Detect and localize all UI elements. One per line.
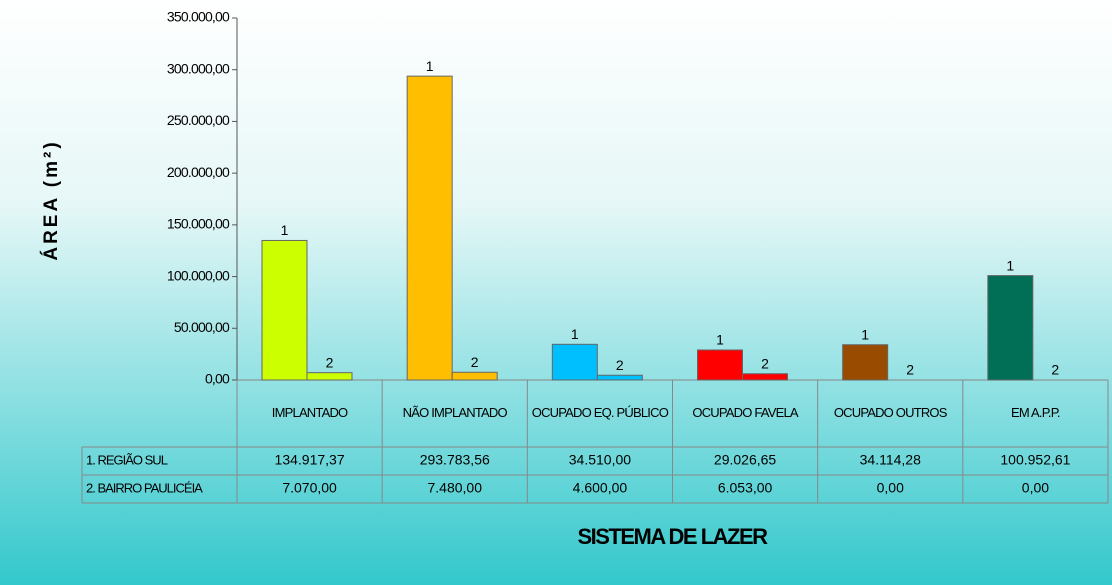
legend-label: 1. REGIÃO SUL — [86, 452, 168, 467]
bar — [306, 372, 353, 381]
table-value: 34.114,28 — [860, 452, 921, 468]
x-tick-label-box: NÃO IMPLANTADO — [402, 405, 508, 421]
x-tick-label: OCUPADO OUTROS — [833, 405, 948, 421]
bar-series-label: 2 — [906, 362, 914, 378]
y-tick-label: 250.000,00 — [167, 112, 230, 128]
bar-series-label: 1 — [861, 326, 869, 342]
bar-series-label: 1 — [281, 222, 289, 238]
x-tick-label: EM A.P.P. — [1011, 405, 1061, 421]
table-value: 293.783,56 — [420, 452, 490, 468]
x-tick-label: OCUPADO FAVELA — [692, 405, 798, 421]
bar — [697, 349, 743, 381]
table-value: 134.917,37 — [275, 452, 345, 468]
x-tick-label: IMPLANTADO — [271, 405, 348, 421]
bar-series-label: 1 — [1006, 257, 1014, 273]
bar — [406, 75, 453, 381]
table-value: 4.600,00 — [573, 480, 628, 496]
y-tick-label: 0,00 — [205, 371, 230, 387]
table-value: 0,00 — [1022, 480, 1049, 496]
y-tick-label: 50.000,00 — [174, 319, 230, 335]
bar — [551, 343, 598, 381]
x-tick-label-box: IMPLANTADO — [271, 405, 348, 421]
bar-series-label: 2 — [326, 354, 334, 370]
bar-series-label: 2 — [761, 355, 769, 371]
table-value: 100.952,61 — [1000, 452, 1070, 468]
y-tick-label: 200.000,00 — [167, 164, 230, 180]
y-tick-label: 300.000,00 — [167, 60, 230, 76]
legend-label: 2. BAIRRO PAULICÉIA — [86, 480, 203, 495]
x-tick-label-box: OCUPADO FAVELA — [692, 405, 798, 421]
y-tick-label: 350.000,00 — [167, 9, 230, 25]
table-value: 34.510,00 — [569, 452, 631, 468]
bar-series-label: 1 — [716, 332, 724, 348]
bar-series-label: 2 — [616, 357, 624, 373]
x-axis-label: SISTEMA DE LAZER — [577, 524, 768, 549]
bar-series-label: 1 — [426, 58, 434, 74]
bar-series-label: 1 — [571, 326, 579, 342]
table-value: 7.480,00 — [428, 480, 483, 496]
table-value: 29.026,65 — [714, 452, 776, 468]
bar — [596, 374, 643, 381]
bar — [987, 275, 1034, 381]
bar — [261, 239, 308, 381]
x-tick-label: OCUPADO EQ. PÚBLICO — [531, 405, 669, 421]
y-axis-label: ÁREA (m²) — [40, 139, 62, 260]
x-tick-label-box: OCUPADO OUTROS — [833, 405, 948, 421]
bar — [451, 371, 498, 381]
table-value: 7.070,00 — [282, 480, 337, 496]
x-tick-label-box: EM A.P.P. — [1011, 405, 1061, 421]
table-value: 6.053,00 — [718, 480, 773, 496]
x-tick-label: NÃO IMPLANTADO — [402, 405, 508, 421]
y-tick-label: 100.000,00 — [167, 267, 230, 283]
bar — [842, 344, 889, 381]
table-value: 0,00 — [877, 480, 904, 496]
x-tick-label-box: OCUPADO EQ. PÚBLICO — [531, 405, 669, 421]
bar-series-label: 2 — [1051, 362, 1059, 378]
y-tick-label: 150.000,00 — [167, 216, 230, 232]
bar — [742, 373, 788, 381]
bar-series-label: 2 — [471, 354, 479, 370]
